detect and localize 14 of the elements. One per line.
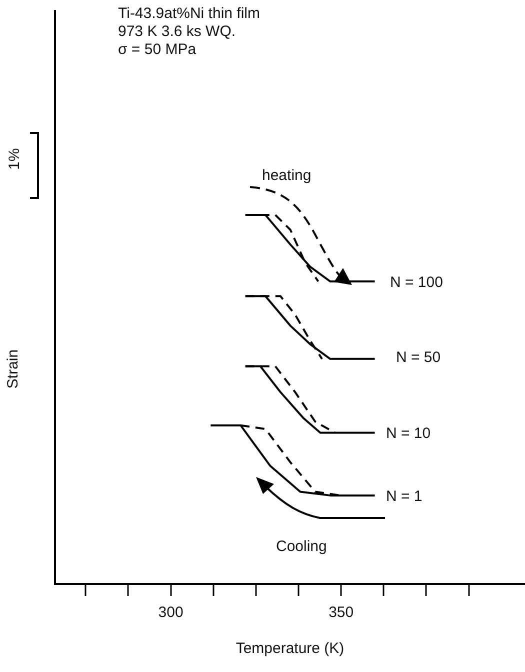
chart-subtitle: 973 K 3.6 ks WQ. <box>118 23 236 41</box>
text: σ = 50 MPa <box>118 41 196 59</box>
x-tick-label: 300 <box>158 604 184 622</box>
x-tick-label: 350 <box>328 604 354 622</box>
text: heating <box>262 167 312 185</box>
y-axis-title: Strain <box>4 349 23 389</box>
annotation: N = 50 <box>396 349 441 367</box>
annotation: Cooling <box>276 538 327 556</box>
chart-title: Ti-43.9at%Ni thin film <box>118 5 260 23</box>
annotation: N = 100 <box>390 274 443 292</box>
x-axis-title: Temperature (K) <box>236 640 344 658</box>
text: 1% <box>6 148 24 170</box>
annotation: N = 1 <box>386 488 422 506</box>
annotation: N = 10 <box>386 425 431 443</box>
